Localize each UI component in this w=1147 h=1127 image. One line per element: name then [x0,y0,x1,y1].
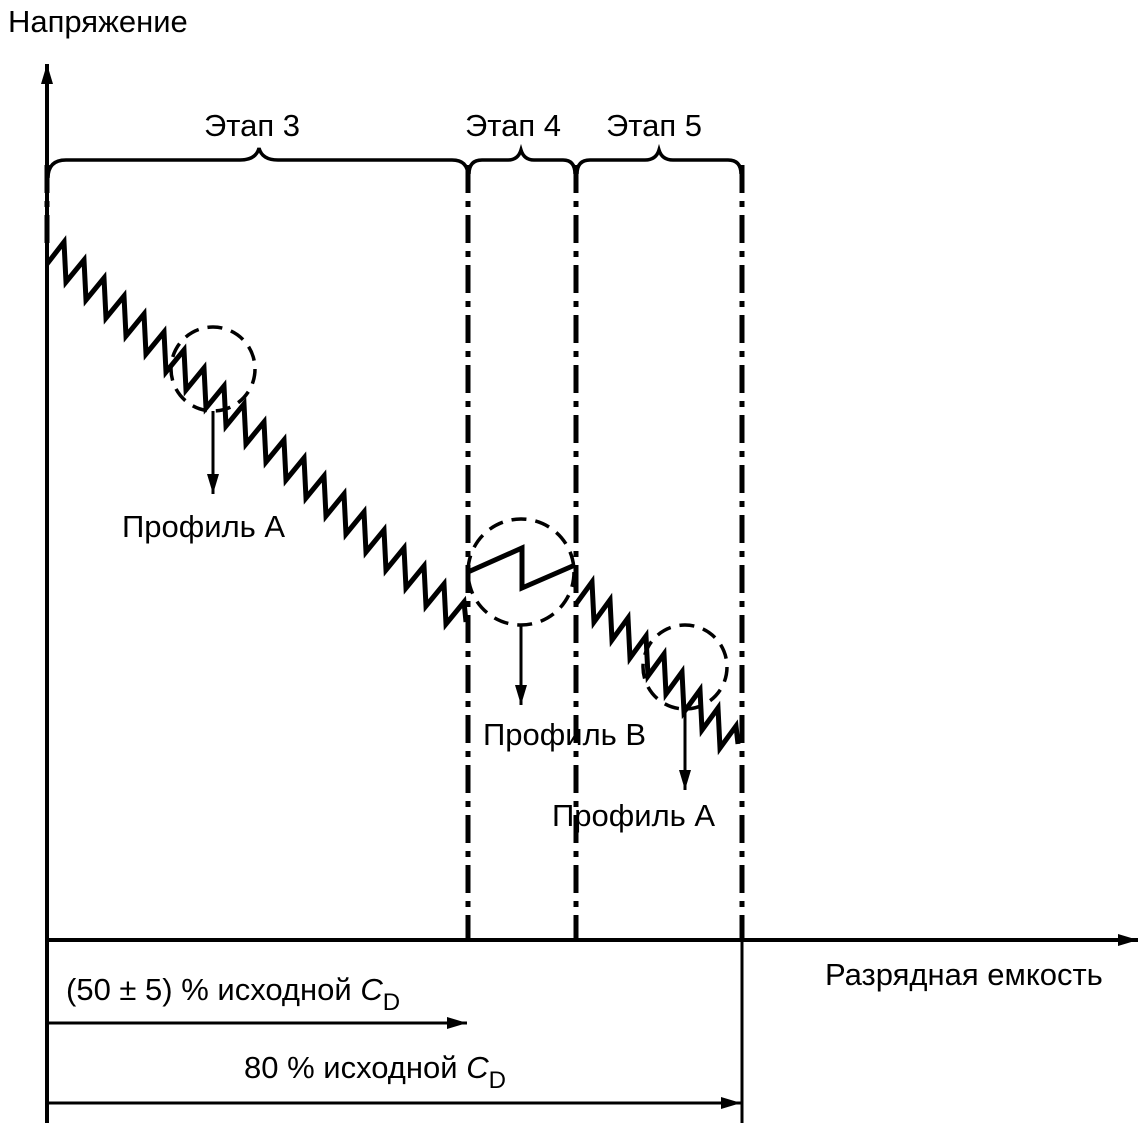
profile-a-label-stage5: Профиль А [552,798,715,833]
half-capacity-symbol: C [360,972,383,1007]
stage3-label: Этап 3 [204,108,300,143]
profile-a-circle-stage5 [641,623,729,711]
x-axis-label: Разрядная емкость [825,957,1103,992]
eighty-percent-label: 80 % исходной CD [244,1050,506,1094]
eighty-percent-subscript: D [489,1067,506,1094]
stage4-brace [467,143,577,175]
voltage-curve-stage3 [45,235,469,631]
half-capacity-text: (50 ± 5) % исходной [66,972,360,1007]
profile-a-label-stage3: Профиль А [122,509,285,544]
half-capacity-label: (50 ± 5) % исходной CD [66,972,400,1016]
half-capacity-subscript: D [383,989,400,1016]
eighty-percent-text: 80 % исходной [244,1050,466,1085]
voltage-curve-stage5 [573,574,741,756]
stage5-label: Этап 5 [606,108,702,143]
y-axis-label: Напряжение [8,4,188,39]
stage3-brace [46,147,470,179]
profile-b-label: Профиль В [483,717,646,752]
eighty-percent-symbol: C [466,1050,489,1085]
stage4-label: Этап 4 [465,108,561,143]
profile-a-circle-stage3 [169,325,257,413]
stage5-brace [575,143,743,175]
voltage-curve-stage4 [466,544,576,592]
